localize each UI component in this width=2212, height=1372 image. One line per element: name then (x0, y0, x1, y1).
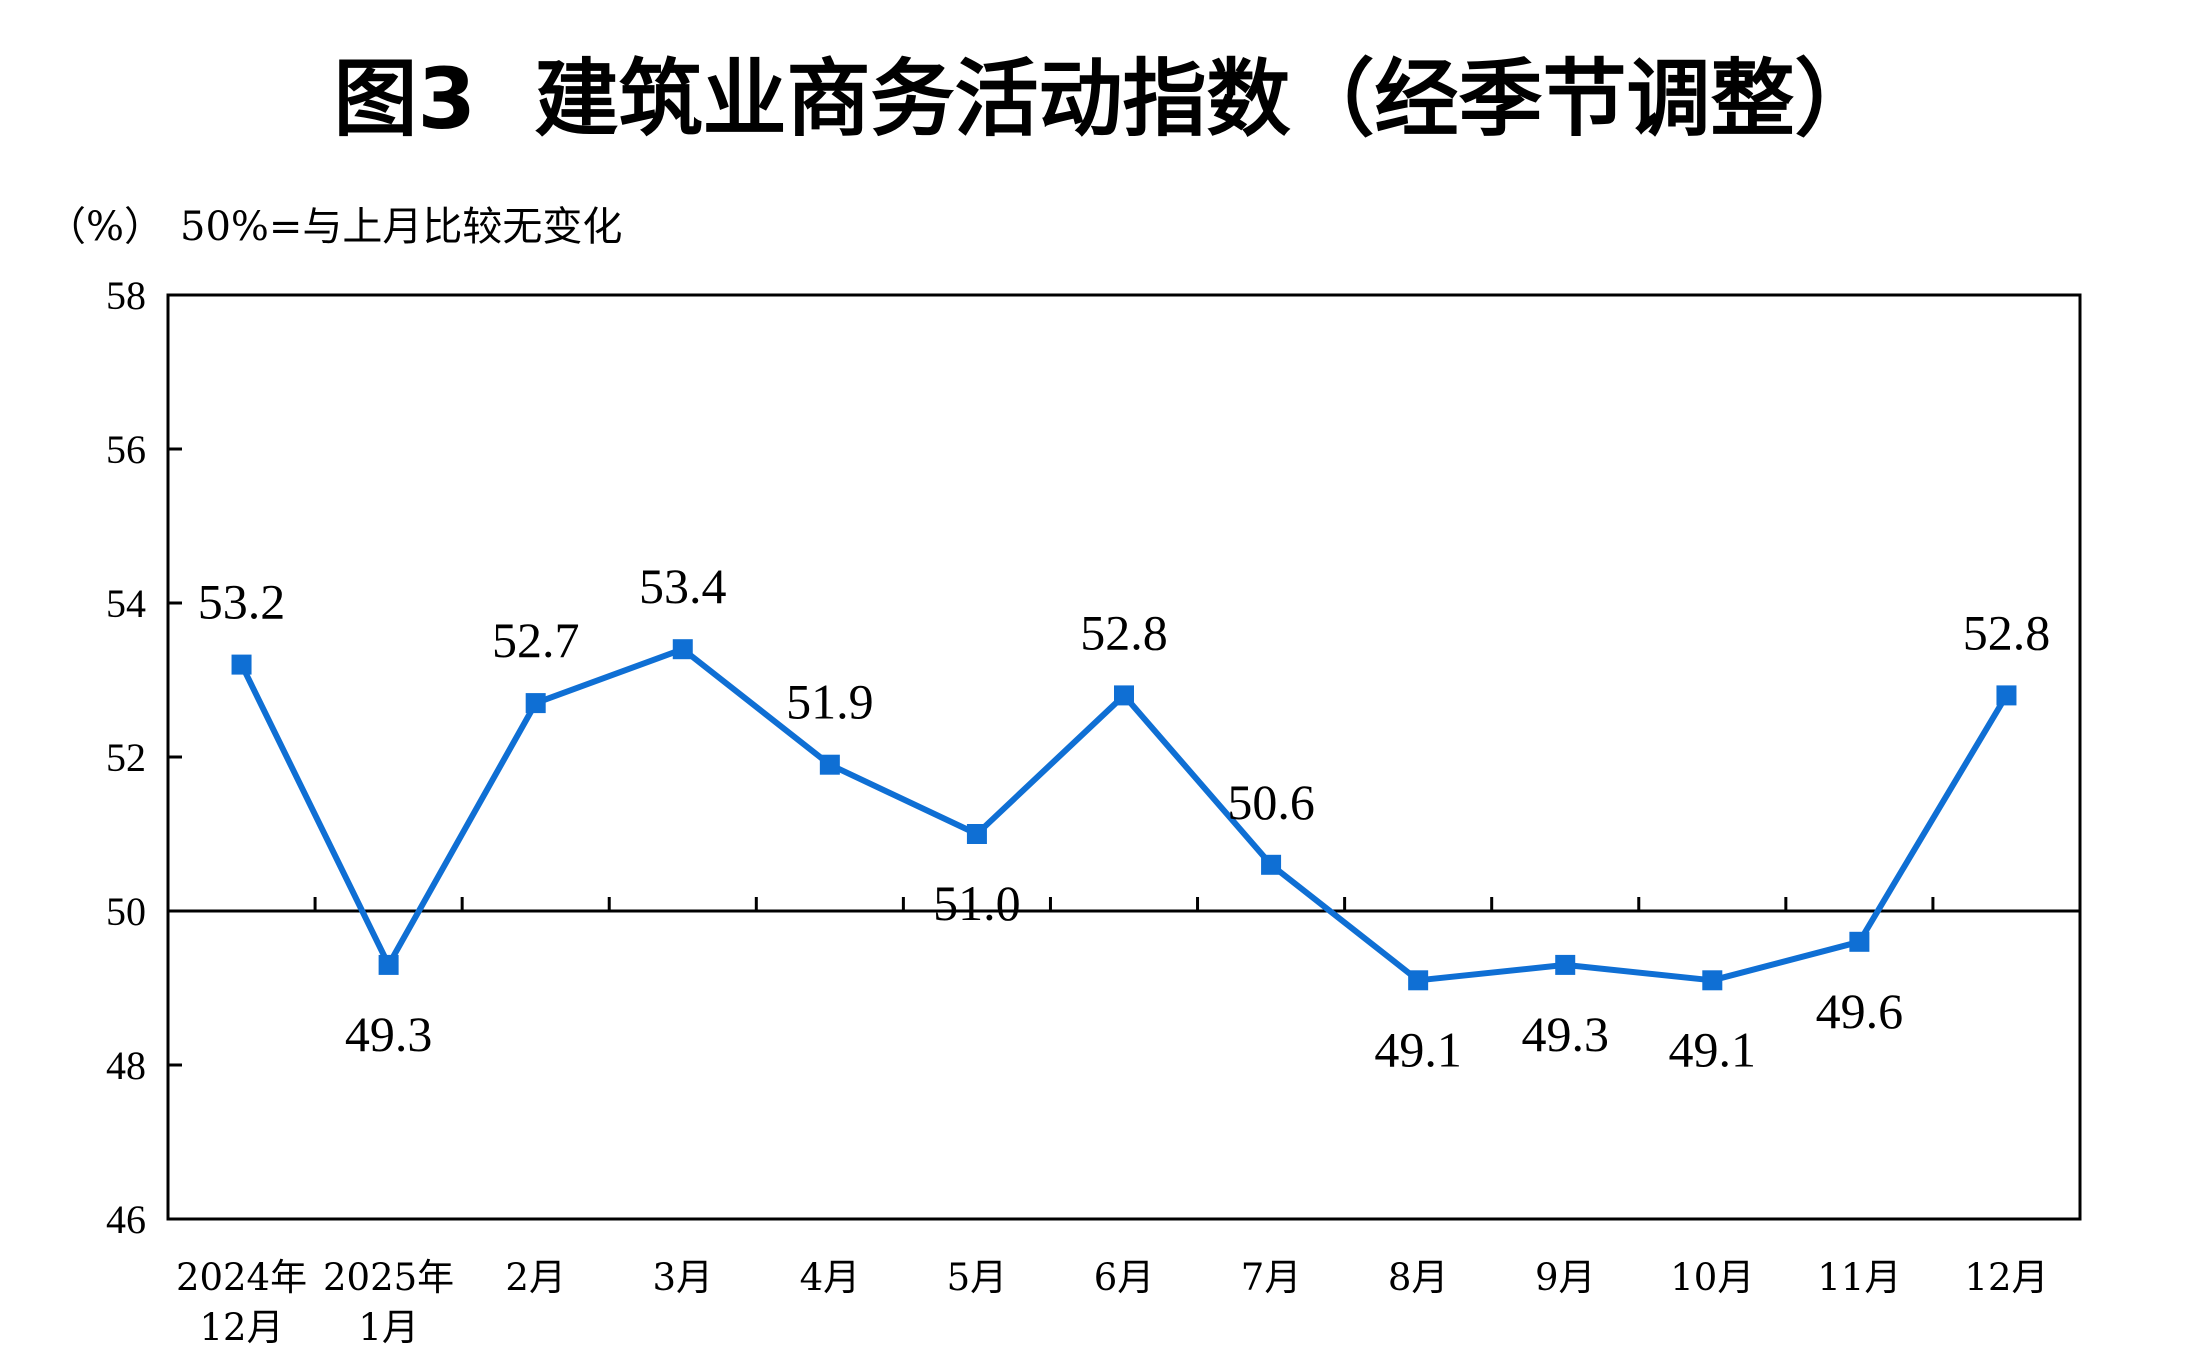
y-tick-label: 56 (106, 427, 146, 472)
y-tick-label: 46 (106, 1197, 146, 1242)
data-point (231, 654, 252, 675)
data-point (1114, 685, 1134, 706)
data-label: 50.6 (1227, 774, 1315, 830)
data-label: 49.1 (1669, 1021, 1757, 1077)
data-point (966, 824, 987, 844)
data-point (1702, 970, 1723, 991)
x-tick-label: 10月 (1670, 1256, 1754, 1299)
data-series (231, 639, 2017, 991)
x-tick-label: 12月 (199, 1306, 283, 1349)
data-label: 52.8 (1080, 604, 1168, 660)
data-label: 52.7 (492, 612, 580, 668)
data-label: 53.4 (639, 558, 727, 614)
data-label: 49.3 (345, 1006, 433, 1062)
x-tick-label: 6月 (1094, 1256, 1155, 1299)
y-tick-label: 52 (106, 735, 146, 780)
x-tick-label: 4月 (800, 1256, 861, 1299)
data-point (525, 693, 546, 714)
x-tick-label: 8月 (1388, 1256, 1449, 1299)
data-point (1408, 970, 1429, 991)
data-point (672, 639, 693, 660)
data-label: 49.6 (1816, 983, 1904, 1039)
x-tick-label: 11月 (1817, 1256, 1901, 1299)
plot-area-frame (166, 293, 2082, 1221)
y-tick-label: 48 (106, 1043, 146, 1088)
y-tick-label: 54 (106, 581, 146, 626)
data-point (1849, 931, 1870, 952)
data-point (819, 754, 840, 775)
x-tick-label: 2月 (505, 1256, 566, 1299)
x-axis: 2024年 12月 2025年 1月 2月 3月 4月 5月 6月 7月 8月 9月 10月 11月 12月 (176, 897, 2049, 1349)
x-tick-label: 2025年 (323, 1256, 454, 1299)
data-label: 51.9 (786, 674, 874, 730)
data-point (1996, 685, 2017, 706)
data-label: 52.8 (1963, 604, 2051, 660)
data-point (378, 954, 399, 975)
data-point (1555, 954, 1576, 975)
data-label: 53.2 (198, 574, 286, 630)
y-axis: 46 48 50 52 54 56 58 (106, 273, 182, 1242)
reference-note: 50%=与上月比较无变化 (180, 204, 622, 250)
x-tick-label: 12月 (1964, 1256, 2048, 1299)
data-label: 49.1 (1374, 1021, 1462, 1077)
data-label: 49.3 (1521, 1006, 1609, 1062)
y-axis-unit-label: （%） (46, 204, 164, 250)
x-tick-label: 7月 (1241, 1256, 1302, 1299)
y-tick-label: 50 (106, 889, 146, 934)
x-tick-label: 9月 (1535, 1256, 1596, 1299)
data-labels: 53.2 49.3 52.7 53.4 51.9 51.0 52.8 50.6 49.1 49.3… (198, 558, 2050, 1077)
chart-title: 图3 建筑业商务活动指数（经季节调整） (334, 50, 1879, 148)
x-tick-label: 3月 (652, 1256, 713, 1299)
data-label: 51.0 (933, 875, 1021, 931)
data-point (1261, 854, 1282, 875)
x-tick-label: 5月 (947, 1256, 1008, 1299)
x-tick-label: 1月 (358, 1306, 419, 1349)
x-tick-label: 2024年 (176, 1256, 307, 1299)
y-tick-label: 58 (106, 273, 146, 318)
